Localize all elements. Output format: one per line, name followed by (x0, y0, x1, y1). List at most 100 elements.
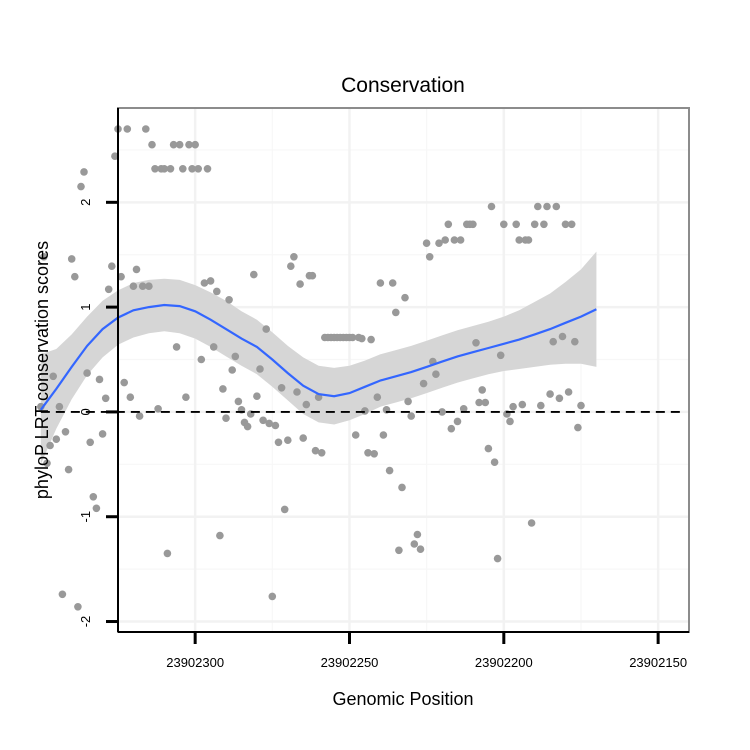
data-point-20 (98, 430, 107, 438)
data-point-77 (274, 438, 283, 447)
data-point-101 (348, 333, 357, 342)
data-point-144 (481, 398, 490, 407)
data-point-58 (216, 531, 224, 540)
data-point-47 (182, 393, 190, 402)
data-point-168 (555, 394, 564, 403)
data-point-32 (135, 412, 144, 420)
data-point-29 (126, 393, 135, 402)
data-point-85 (299, 434, 308, 442)
data-point-125 (422, 239, 431, 247)
data-point-36 (148, 140, 156, 149)
data-point-121 (410, 540, 419, 548)
data-point-43 (169, 140, 178, 149)
data-point-135 (453, 417, 462, 426)
data-point-150 (500, 220, 508, 229)
smooth-line-layer (39, 303, 681, 413)
data-point-55 (206, 277, 215, 285)
data-point-158 (524, 236, 533, 244)
data-point-52 (197, 355, 206, 364)
data-point-141 (472, 339, 480, 347)
x-tick-label-1: 23902250 (321, 655, 379, 670)
data-point-24 (111, 152, 119, 160)
data-point-63 (231, 352, 240, 361)
data-point-109 (373, 393, 382, 402)
data-point-113 (385, 466, 394, 475)
data-point-30 (129, 282, 138, 291)
data-point-156 (518, 400, 527, 409)
data-point-120 (407, 412, 416, 420)
data-point-17 (89, 493, 98, 501)
data-point-12 (74, 603, 82, 611)
data-point-175 (577, 401, 585, 410)
data-point-105 (361, 407, 369, 415)
data-point-19 (95, 375, 104, 384)
data-point-2 (43, 459, 51, 468)
data-point-126 (425, 252, 434, 261)
data-point-174 (574, 423, 582, 432)
data-point-167 (552, 202, 561, 211)
data-point-13 (77, 182, 85, 191)
data-point-40 (160, 165, 169, 173)
data-point-86 (302, 400, 311, 409)
data-point-72 (259, 416, 267, 425)
data-point-69 (250, 270, 258, 279)
data-point-4 (49, 372, 57, 381)
data-point-130 (438, 408, 446, 416)
chart-title: Conservation (341, 74, 465, 97)
y-axis-label: phyloP LRT conservation scores (32, 241, 52, 499)
data-point-7 (58, 590, 67, 599)
data-point-70 (253, 392, 261, 401)
data-point-154 (512, 220, 520, 229)
x-tick-label-3: 23902150 (629, 655, 687, 670)
data-point-6 (55, 402, 64, 411)
data-point-22 (104, 285, 113, 294)
data-point-57 (213, 287, 221, 296)
data-point-104 (358, 334, 366, 343)
data-point-165 (546, 390, 554, 398)
x-tick-label-2: 23902200 (475, 655, 533, 670)
data-point-171 (564, 388, 573, 396)
y-tick-label-0: -2 (78, 616, 93, 628)
data-point-50 (191, 140, 199, 149)
data-point-159 (527, 519, 536, 527)
data-point-64 (234, 397, 243, 406)
data-point-163 (540, 220, 548, 229)
data-point-51 (194, 165, 202, 173)
data-point-161 (534, 202, 542, 211)
data-point-78 (277, 384, 286, 392)
data-point-89 (311, 446, 320, 455)
data-point-116 (395, 546, 403, 555)
x-axis-label: Genomic Position (332, 689, 473, 709)
data-point-21 (101, 394, 110, 403)
data-point-80 (284, 436, 292, 445)
data-point-143 (478, 386, 487, 394)
data-point-10 (67, 255, 76, 263)
data-point-108 (370, 450, 379, 458)
data-point-74 (265, 419, 274, 428)
data-point-106 (364, 449, 372, 457)
data-point-31 (132, 265, 141, 274)
data-point-82 (290, 252, 298, 261)
data-point-49 (188, 165, 196, 173)
data-point-28 (123, 125, 132, 133)
data-point-76 (271, 421, 280, 430)
data-point-11 (71, 272, 79, 281)
data-point-133 (447, 424, 456, 433)
data-point-152 (506, 417, 514, 426)
data-point-42 (166, 165, 175, 173)
data-point-38 (154, 405, 162, 413)
data-point-153 (509, 402, 517, 411)
data-point-56 (209, 343, 218, 351)
data-point-132 (444, 220, 453, 229)
data-point-117 (398, 483, 406, 492)
data-point-1 (40, 252, 48, 261)
data-point-102 (351, 431, 360, 439)
data-point-164 (543, 202, 551, 211)
data-point-75 (268, 592, 277, 601)
data-point-123 (416, 545, 425, 553)
y-tick-label-3: 1 (78, 304, 93, 311)
data-point-129 (435, 239, 443, 247)
data-point-54 (203, 165, 212, 173)
data-point-18 (92, 504, 101, 513)
